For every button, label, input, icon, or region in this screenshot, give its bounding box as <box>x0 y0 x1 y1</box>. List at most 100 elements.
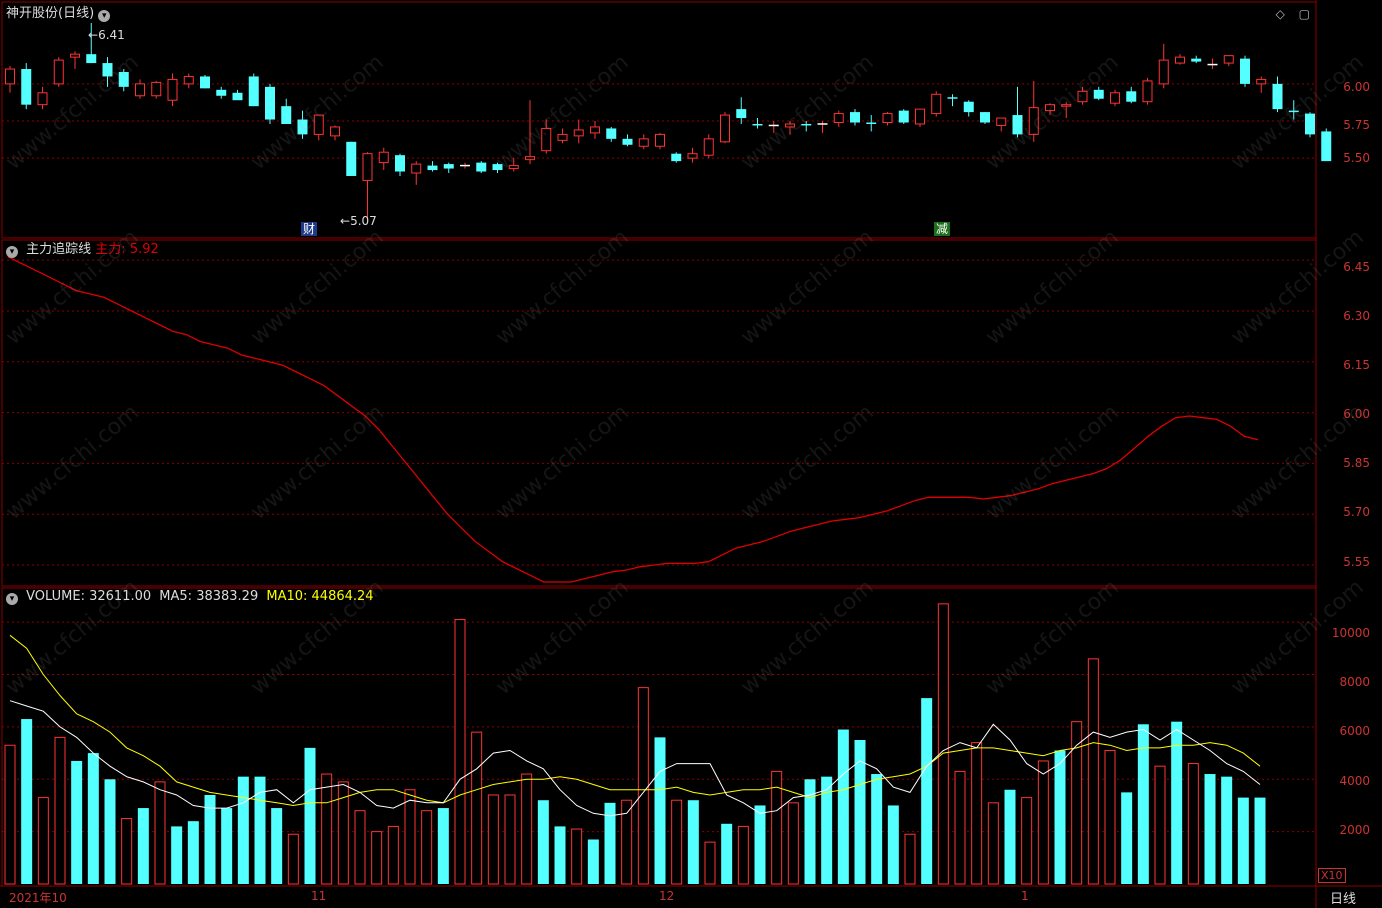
volume-bar <box>121 818 133 885</box>
candle-body <box>541 127 552 152</box>
candle-body <box>70 53 80 58</box>
volume-bar <box>621 799 633 885</box>
date-label-dec: 12 <box>659 889 675 903</box>
price-tick: 6.00 <box>1343 80 1370 94</box>
indicator-tick: 5.85 <box>1343 456 1370 470</box>
price-tick: 5.75 <box>1343 118 1370 132</box>
volume-bar <box>287 833 299 885</box>
chevron-down-icon[interactable]: ▾ <box>6 246 18 258</box>
panel-frame <box>1 1 1317 239</box>
candle-body <box>281 106 292 124</box>
date-label-oct: 2021年10 <box>9 891 67 905</box>
volume-bar <box>854 740 866 884</box>
candle-body <box>866 122 877 124</box>
indicator-header: ▾ 主力追踪线 主力: 5.92 <box>6 242 159 258</box>
candle-body <box>785 123 795 128</box>
chevron-down-icon[interactable]: ▾ <box>98 10 111 22</box>
volume-bar <box>1021 797 1033 885</box>
candle-body <box>183 75 194 85</box>
volume-bar <box>237 776 249 884</box>
volume-bar <box>54 736 66 885</box>
volume-bar <box>887 805 899 884</box>
volume-bar <box>504 794 516 885</box>
volume-bar <box>71 760 83 884</box>
candle-body <box>102 63 113 77</box>
volume-bar <box>537 800 549 884</box>
volume-bar <box>1054 750 1066 884</box>
candle-body <box>53 59 64 85</box>
volume-value: 32611.00 <box>89 589 152 604</box>
period-tab[interactable]: 日线 <box>1330 892 1357 907</box>
diamond-icon[interactable]: ◇ <box>1275 7 1285 21</box>
finance-badge[interactable]: 财 <box>301 222 318 236</box>
candle-body <box>313 114 324 135</box>
candle-body <box>703 138 714 156</box>
volume-tick: 4000 <box>1339 774 1370 788</box>
candle-body <box>21 69 32 105</box>
candle-body <box>622 138 633 145</box>
volume-bar <box>304 747 316 884</box>
volume-bar <box>137 808 149 884</box>
volume-bar <box>171 826 183 884</box>
candle-body <box>687 153 698 159</box>
candle-body <box>378 151 389 164</box>
indicator-tick: 6.15 <box>1343 358 1370 372</box>
volume-bar <box>921 698 933 884</box>
volume-bar <box>571 828 583 885</box>
volume-bar <box>104 779 116 884</box>
candle-body <box>151 81 162 97</box>
volume-bar <box>37 797 49 885</box>
volume-bar <box>154 781 166 885</box>
candle-body <box>720 114 730 143</box>
indicator-name: 主力追踪线 <box>26 242 92 257</box>
candle-body <box>232 92 243 101</box>
candle-body <box>915 108 925 125</box>
volume-bar <box>454 619 466 885</box>
high-price-value: 6.41 <box>98 28 125 42</box>
volume-bar <box>321 773 333 885</box>
volume-bar <box>1254 797 1266 884</box>
volume-bar <box>404 789 416 885</box>
volume-bar <box>1087 658 1099 885</box>
volume-bar <box>4 744 16 885</box>
chevron-down-icon[interactable]: ▾ <box>6 593 18 605</box>
volume-bar <box>187 821 199 884</box>
volume-bar <box>1154 765 1166 885</box>
volume-bar <box>1121 792 1133 884</box>
price-tick: 5.50 <box>1343 151 1370 165</box>
volume-bar <box>1187 763 1199 885</box>
candle-body <box>1321 131 1332 162</box>
candle-body <box>1093 89 1104 99</box>
volume-bar <box>654 737 666 884</box>
volume-bar <box>671 799 683 885</box>
candle-body <box>1158 59 1169 85</box>
volume-bar <box>771 770 783 885</box>
volume-bar <box>471 731 483 885</box>
indicator-tick: 6.30 <box>1343 309 1370 323</box>
volume-key: VOLUME: <box>26 589 85 604</box>
candle-body <box>411 163 422 174</box>
volume-bar <box>837 729 849 884</box>
volume-bar <box>487 794 499 885</box>
indicator-tick: 5.55 <box>1343 555 1370 569</box>
volume-bar <box>554 826 566 884</box>
volume-bar <box>1137 724 1149 884</box>
ma10-key: MA10: <box>266 589 308 604</box>
candle-body <box>996 117 1007 126</box>
window-icon[interactable]: ▢ <box>1298 7 1310 21</box>
candle-body <box>200 76 210 89</box>
volume-bar <box>521 773 533 885</box>
high-price-label: ←6.41 <box>88 28 125 42</box>
volume-bar <box>1221 776 1233 884</box>
candle-body <box>525 156 535 161</box>
volume-tick: 6000 <box>1339 724 1370 738</box>
indicator-tick: 6.00 <box>1343 407 1370 421</box>
volume-bar <box>421 810 433 885</box>
candle-body <box>1061 104 1072 107</box>
candle-body <box>1305 113 1315 135</box>
candle-body <box>330 126 340 137</box>
candle-body <box>638 138 649 147</box>
reduce-badge[interactable]: 减 <box>934 222 951 236</box>
candle-body <box>265 86 275 120</box>
low-price-label: ←5.07 <box>340 214 377 228</box>
